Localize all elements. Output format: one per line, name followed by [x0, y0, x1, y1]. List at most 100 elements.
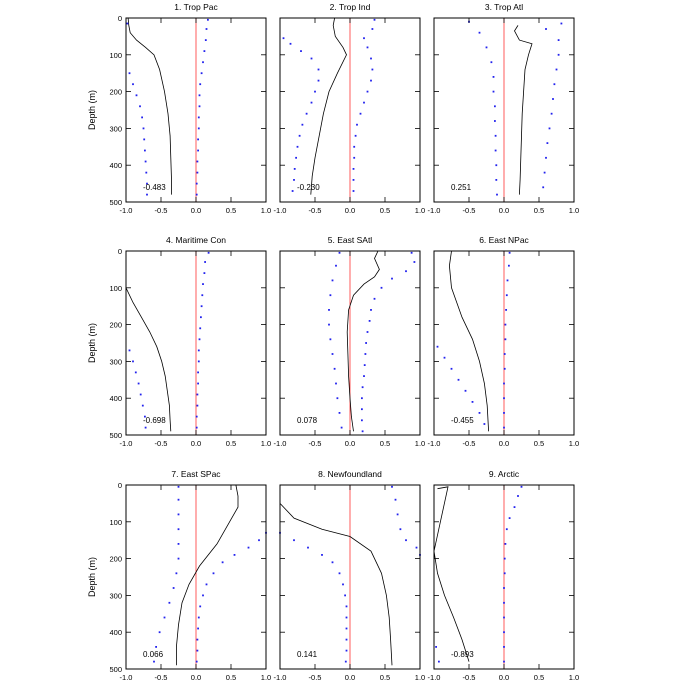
correlation-label: -0.893 [451, 650, 474, 659]
panel-title: 7. East SPac [171, 469, 221, 479]
x-tick-label: 1.0 [415, 673, 425, 682]
dotted-series-point [139, 393, 142, 396]
dotted-series-point [457, 378, 460, 381]
dotted-series-point [307, 546, 309, 549]
dotted-series-point [335, 382, 337, 385]
dotted-series-point [436, 345, 439, 348]
dotted-series-point [366, 331, 369, 333]
dotted-series-point [345, 616, 348, 619]
dotted-series-point [282, 37, 285, 40]
dotted-series-point [296, 145, 299, 148]
x-tick-label: 0.0 [499, 206, 509, 215]
dotted-series-point [195, 415, 198, 418]
dotted-series-point [363, 375, 365, 377]
y-tick-label: 100 [109, 284, 122, 293]
dotted-series-point [503, 572, 506, 575]
dotted-series-point [366, 90, 369, 93]
y-tick-label: 200 [109, 88, 122, 97]
x-tick-label: 0.5 [380, 439, 390, 448]
dotted-series-point [391, 277, 393, 280]
panel-title: 5. East SAtl [328, 235, 373, 245]
dotted-series-point [345, 649, 348, 652]
dotted-series-point [204, 261, 206, 263]
dotted-series-point [443, 356, 446, 359]
dotted-series-point [450, 367, 453, 370]
dotted-series-point [146, 193, 148, 196]
dotted-series-point [503, 426, 505, 429]
dotted-series-point [413, 261, 416, 263]
dotted-series-point [289, 42, 292, 45]
dotted-series-point [356, 123, 358, 126]
dotted-series-point [373, 297, 376, 300]
dotted-series-point [371, 28, 374, 30]
y-axis-label: Depth (m) [87, 557, 97, 597]
dotted-series-point [205, 583, 208, 586]
dotted-series-point [142, 127, 145, 130]
dotted-series-point [200, 316, 202, 319]
correlation-label: -0.483 [143, 183, 166, 192]
dotted-series-point [560, 22, 563, 25]
dotted-series-point [172, 587, 175, 589]
dotted-series-point [506, 279, 509, 282]
dotted-series-point [197, 627, 199, 630]
dotted-series-point [542, 186, 545, 189]
dotted-series-point [352, 168, 355, 170]
x-tick-label: 0.5 [226, 673, 236, 682]
x-tick-label: 0.5 [380, 206, 390, 215]
dotted-series-point [207, 251, 210, 254]
dotted-series-point [144, 426, 147, 429]
dotted-series-point [168, 601, 171, 604]
dotted-series-point [503, 631, 505, 634]
dotted-series-point [517, 495, 519, 497]
x-tick-label: 0.5 [226, 206, 236, 215]
x-tick-label: 1.0 [261, 439, 271, 448]
dotted-series-point [328, 309, 330, 311]
dotted-series-point [492, 76, 495, 78]
dotted-series-point [359, 112, 362, 115]
dotted-series-point [310, 101, 313, 104]
dotted-series-point [177, 543, 180, 545]
y-tick-label: 200 [109, 321, 122, 330]
dotted-series-point [212, 572, 215, 575]
panel-title: 9. Arctic [489, 469, 520, 479]
x-tick-label: -0.5 [463, 439, 476, 448]
y-tick-label: 400 [109, 394, 122, 403]
dotted-series-point [503, 557, 506, 560]
dotted-series-point [371, 68, 374, 71]
dotted-series-point [144, 160, 147, 163]
dotted-series-point [550, 112, 553, 115]
dotted-series-point [328, 323, 330, 326]
dotted-series-point [505, 309, 507, 311]
panel-title: 6. East NPac [479, 235, 529, 245]
dotted-series-point [508, 517, 511, 519]
dotted-series-point [345, 627, 348, 630]
x-tick-label: 1.0 [261, 206, 271, 215]
y-tick-label: 0 [118, 247, 122, 256]
dotted-series-point [195, 193, 198, 196]
dotted-series-point [504, 543, 507, 545]
solid-series-line [127, 17, 172, 195]
dotted-series-point [344, 660, 347, 663]
dotted-series-point [545, 28, 547, 30]
dotted-series-point [361, 430, 364, 433]
dotted-series-point [363, 37, 365, 40]
dotted-series-point [483, 423, 486, 425]
dotted-series-point [198, 105, 201, 108]
dotted-series-point [141, 116, 143, 119]
dotted-series-point [177, 528, 180, 531]
dotted-series-point [363, 101, 365, 104]
dotted-series-point [552, 98, 554, 100]
x-tick-label: 0.0 [191, 439, 201, 448]
panel-title: 1. Trop Pac [174, 2, 218, 12]
x-tick-label: 0.0 [499, 439, 509, 448]
dotted-series-point [197, 127, 200, 130]
dotted-series-point [504, 323, 507, 326]
dotted-series-point [221, 561, 224, 564]
dotted-series-point [293, 168, 296, 170]
y-tick-label: 100 [109, 518, 122, 527]
dotted-series-point [494, 134, 497, 137]
dotted-series-point [503, 353, 506, 355]
dotted-series-point [345, 605, 348, 608]
dotted-series-point [503, 587, 505, 589]
